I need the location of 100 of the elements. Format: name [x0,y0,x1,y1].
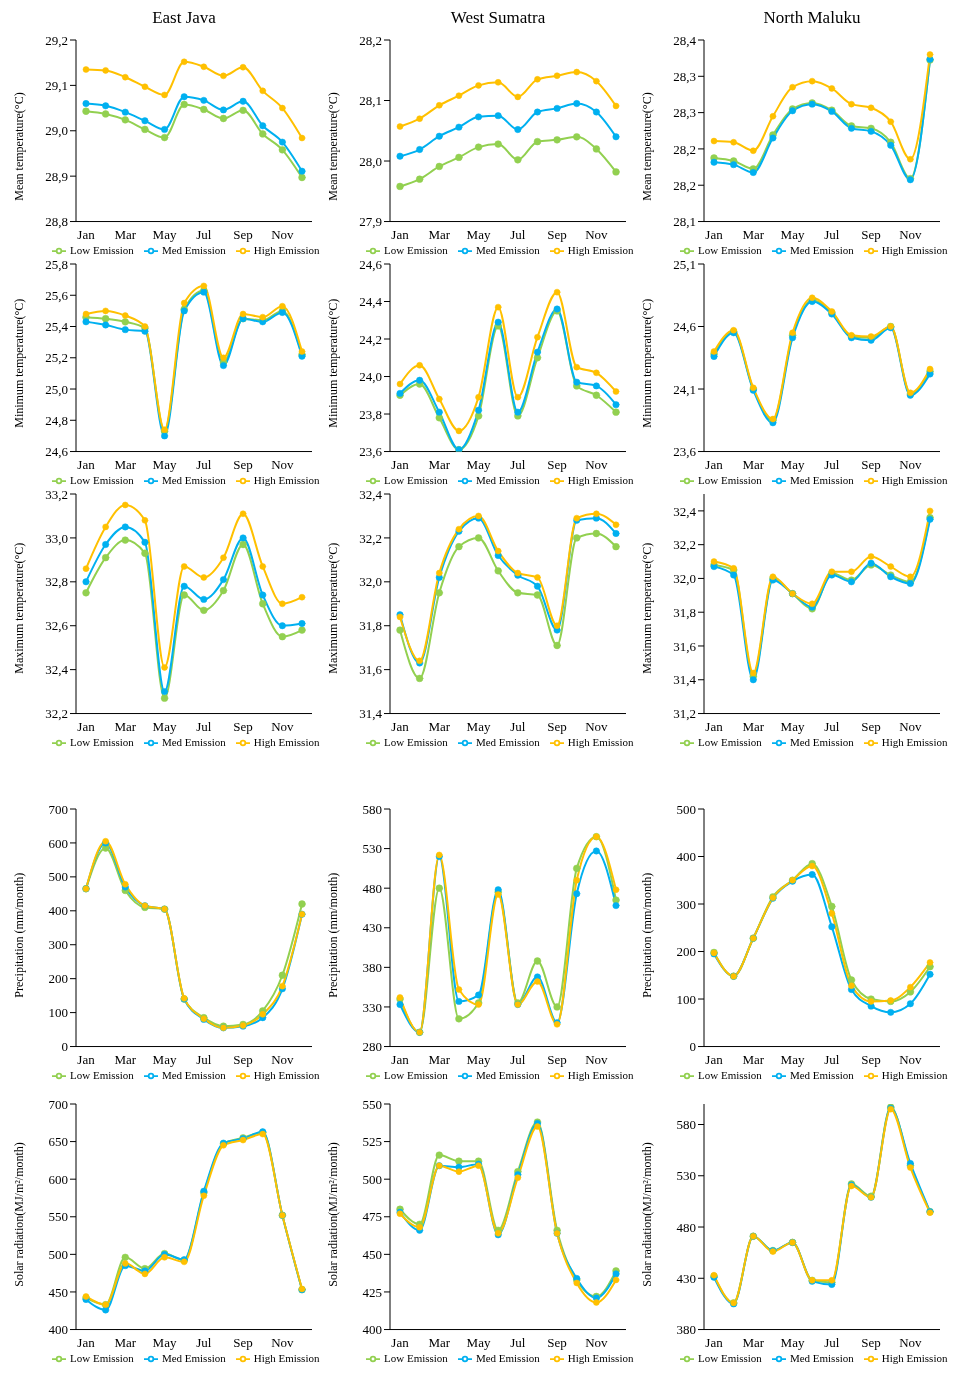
x-tick-label: Mar [428,456,451,472]
y-tick-label: 32,2 [673,537,696,553]
y-tick-label: 0 [61,1039,68,1055]
x-tick-label: Jul [510,456,526,472]
y-tick-label: 480 [362,880,382,896]
y-tick-label: 24,6 [359,256,383,272]
x-tick-label: Sep [861,456,881,472]
y-tick-label: 550 [48,1209,68,1225]
legend-label: High Emission [567,243,634,256]
legend-label: Med Emission [789,735,854,748]
y-tick-label: 25,6 [45,287,69,303]
x-tick-label: Sep [233,1051,253,1067]
y-axis-title: Maximum temperature(°C) [326,542,341,674]
y-tick-label: 400 [676,849,696,865]
x-tick-label: Sep [233,718,253,734]
x-tick-label: May [152,456,177,472]
y-tick-label: 500 [362,1171,382,1187]
x-tick-label: Mar [428,226,451,242]
legend-label: Med Emission [161,735,226,748]
legend-label: High Emission [881,1351,948,1364]
legend-label: Low Emission [698,473,762,486]
y-axis-title: Precipitation (mm/month) [640,872,655,998]
y-tick-label: 27,9 [359,214,382,230]
x-tick-label: Sep [547,718,567,734]
y-tick-label: 31,6 [359,662,383,678]
y-tick-label: 33,2 [45,486,68,502]
y-tick-label: 32,0 [359,574,382,590]
legend-label: Low Emission [384,1068,448,1081]
y-tick-label: 28,0 [359,153,382,169]
y-tick-label: 33,0 [45,530,68,546]
y-tick-label: 25,2 [45,350,68,366]
y-tick-label: 500 [48,869,68,885]
y-tick-label: 475 [362,1209,382,1225]
x-tick-label: May [152,718,177,734]
y-tick-label: 25,0 [45,381,68,397]
legend-label: Low Emission [698,1068,762,1081]
x-tick-label: Sep [547,226,567,242]
x-tick-label: May [466,226,491,242]
y-tick-label: 28,9 [45,168,68,184]
x-tick-label: Jan [391,1051,410,1067]
x-tick-label: Mar [428,1051,451,1067]
y-tick-label: 32,0 [673,571,696,587]
legend-label: High Emission [881,243,948,256]
y-tick-label: 700 [48,1096,68,1112]
legend-label: High Emission [567,1351,634,1364]
legend-label: Med Emission [475,1351,540,1364]
legend-label: Med Emission [789,473,854,486]
legend-label: Med Emission [475,243,540,256]
y-tick-label: 500 [48,1246,68,1262]
x-tick-label: Jan [77,226,96,242]
legend-label: Med Emission [789,1068,854,1081]
y-tick-label: 450 [362,1246,382,1262]
x-tick-label: Mar [114,226,137,242]
y-tick-label: 32,2 [359,530,382,546]
y-axis-title: Precipitation (mm/month) [12,872,27,998]
legend-label: Med Emission [161,473,226,486]
y-tick-label: 28,2 [359,32,382,48]
y-tick-label: 400 [362,1322,382,1338]
legend-label: Low Emission [70,1351,134,1364]
legend-label: Low Emission [70,735,134,748]
x-tick-label: Jan [705,226,724,242]
y-tick-label: 300 [48,937,68,953]
y-axis-title: Solar radiation(MJ/m²/month) [640,1142,655,1287]
y-tick-label: 580 [362,801,382,817]
legend-label: Low Emission [384,473,448,486]
y-tick-label: 600 [48,1171,68,1187]
x-tick-label: Nov [899,1051,923,1067]
y-tick-label: 450 [48,1284,68,1300]
x-tick-label: Sep [233,456,253,472]
legend-label: High Emission [881,735,948,748]
x-tick-label: May [780,456,805,472]
y-tick-label: 430 [362,920,382,936]
x-tick-label: Jul [824,1051,840,1067]
x-tick-label: Jan [705,718,724,734]
x-tick-label: Nov [899,226,923,242]
y-tick-label: 32,4 [359,486,383,502]
y-tick-label: 25,4 [45,319,69,335]
x-tick-label: Jan [391,456,410,472]
x-tick-label: Nov [585,456,609,472]
y-tick-label: 430 [676,1270,696,1286]
y-tick-label: 24,6 [673,319,697,335]
y-tick-label: 24,2 [359,331,382,347]
x-tick-label: Nov [585,1051,609,1067]
y-tick-label: 28,8 [45,214,68,230]
y-axis-title: Minimum temperature(°C) [326,298,341,428]
y-axis-title: Minimum temperature(°C) [640,298,655,428]
x-tick-label: Sep [861,226,881,242]
x-tick-label: Jul [824,1334,840,1350]
y-tick-label: 24,0 [359,369,382,385]
legend-label: Low Emission [698,1351,762,1364]
x-tick-label: Jan [705,1051,724,1067]
x-tick-label: May [152,1051,177,1067]
y-tick-label: 650 [48,1134,68,1150]
x-tick-label: Mar [114,718,137,734]
x-tick-label: Jul [824,456,840,472]
x-tick-label: Jan [391,718,410,734]
x-tick-label: Mar [114,1051,137,1067]
legend-label: Low Emission [384,735,448,748]
legend-label: Med Emission [789,1351,854,1364]
y-tick-label: 31,4 [359,706,383,722]
